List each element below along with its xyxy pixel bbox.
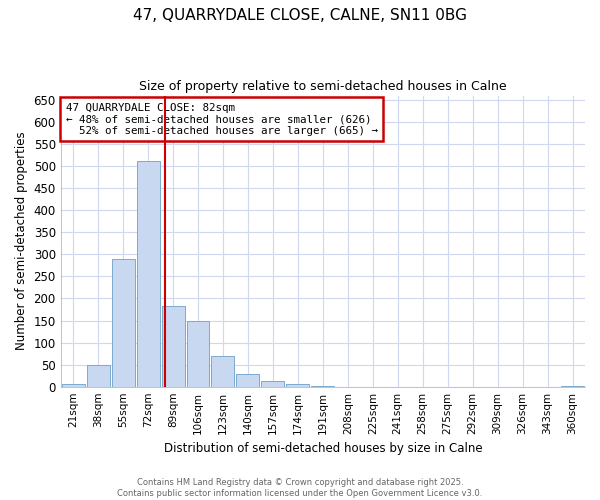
Bar: [187, 320, 209, 386]
Text: 47 QUARRYDALE CLOSE: 82sqm
← 48% of semi-detached houses are smaller (626)
  52%: 47 QUARRYDALE CLOSE: 82sqm ← 48% of semi…: [66, 103, 378, 136]
Text: Contains HM Land Registry data © Crown copyright and database right 2025.
Contai: Contains HM Land Registry data © Crown c…: [118, 478, 482, 498]
Bar: [262, 381, 284, 386]
Bar: [286, 384, 310, 386]
Bar: [137, 161, 160, 386]
X-axis label: Distribution of semi-detached houses by size in Calne: Distribution of semi-detached houses by …: [164, 442, 482, 455]
Bar: [161, 306, 185, 386]
Bar: [62, 384, 85, 386]
Bar: [211, 356, 235, 386]
Y-axis label: Number of semi-detached properties: Number of semi-detached properties: [15, 132, 28, 350]
Bar: [112, 259, 134, 386]
Text: 47, QUARRYDALE CLOSE, CALNE, SN11 0BG: 47, QUARRYDALE CLOSE, CALNE, SN11 0BG: [133, 8, 467, 22]
Bar: [86, 364, 110, 386]
Bar: [236, 374, 259, 386]
Title: Size of property relative to semi-detached houses in Calne: Size of property relative to semi-detach…: [139, 80, 506, 93]
